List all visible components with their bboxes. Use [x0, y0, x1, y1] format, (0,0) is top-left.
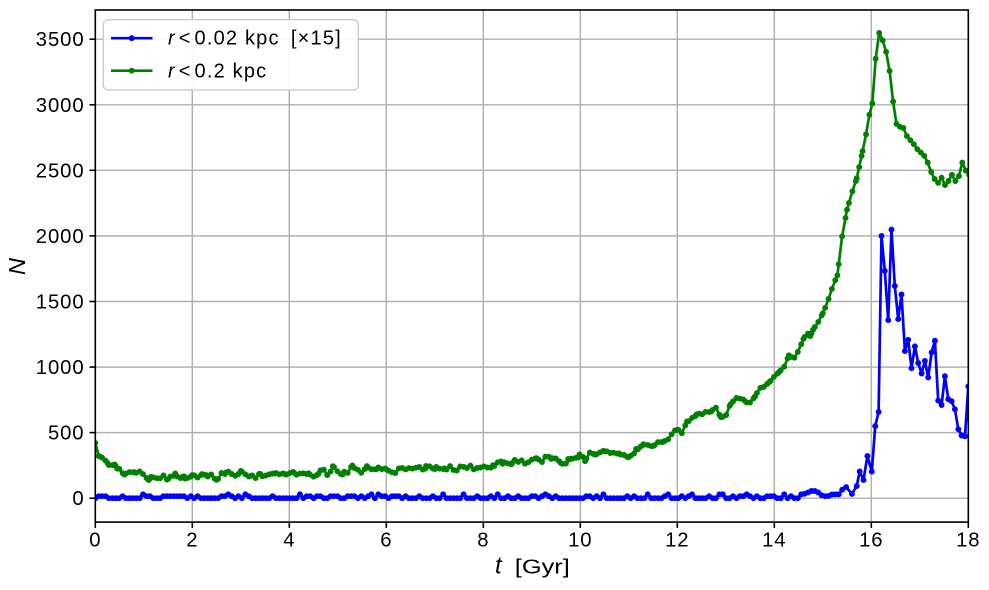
svg-text:r < 0.02 kpc [×15]: r < 0.02 kpc [×15] — [168, 27, 342, 49]
svg-text:2000: 2000 — [36, 226, 85, 248]
svg-text:1500: 1500 — [36, 292, 85, 314]
svg-text:t: t — [495, 552, 503, 579]
svg-text:[Gyr]: [Gyr] — [515, 555, 570, 578]
svg-text:4: 4 — [283, 530, 295, 552]
svg-text:6: 6 — [380, 530, 392, 552]
svg-text:10: 10 — [568, 530, 592, 552]
svg-text:8: 8 — [477, 530, 489, 552]
svg-text:16: 16 — [859, 530, 883, 552]
svg-text:500: 500 — [48, 423, 85, 445]
svg-text:2: 2 — [186, 530, 198, 552]
svg-text:18: 18 — [956, 530, 980, 552]
svg-text:12: 12 — [665, 530, 689, 552]
svg-text:14: 14 — [762, 530, 786, 552]
svg-text:3500: 3500 — [36, 29, 85, 51]
svg-text:1000: 1000 — [36, 357, 85, 379]
svg-text:2500: 2500 — [36, 160, 85, 182]
svg-text:3000: 3000 — [36, 95, 85, 117]
svg-text:0: 0 — [89, 530, 101, 552]
svg-text:r < 0.2 kpc: r < 0.2 kpc — [168, 60, 267, 82]
svg-text:0: 0 — [72, 488, 84, 510]
svg-text:N: N — [4, 258, 30, 275]
